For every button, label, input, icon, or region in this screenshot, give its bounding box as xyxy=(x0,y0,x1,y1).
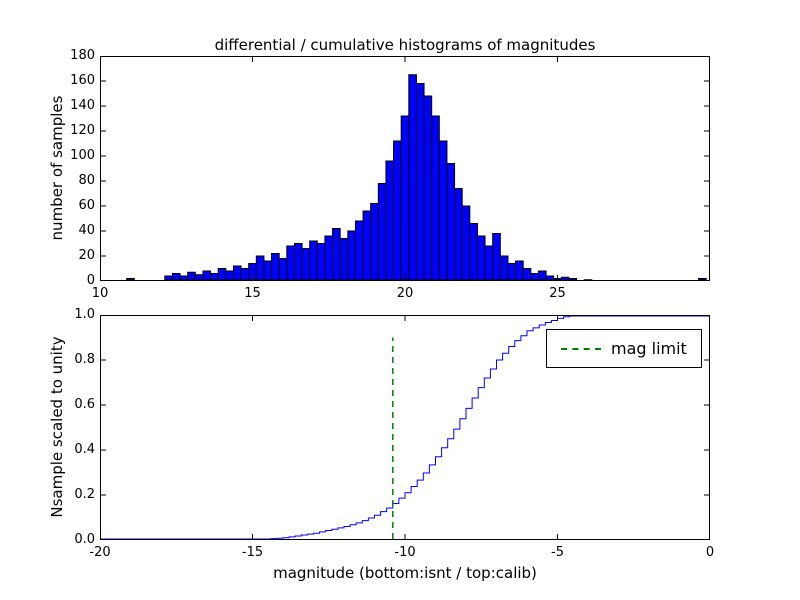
histogram-bar xyxy=(393,140,402,281)
histogram-bar xyxy=(423,95,433,281)
histogram-bar xyxy=(408,74,417,281)
x-tick-label: 15 xyxy=(244,286,261,301)
histogram-bar xyxy=(362,210,372,281)
histogram-bar xyxy=(179,275,189,281)
cumulative-step-line xyxy=(100,315,710,540)
histogram-bar xyxy=(492,233,501,281)
histogram-bar xyxy=(194,274,204,281)
y-tick-label: 180 xyxy=(70,48,95,63)
histogram-bar xyxy=(560,276,570,281)
histogram-bar xyxy=(530,273,539,281)
histogram-bar xyxy=(415,83,425,281)
histogram-bar xyxy=(454,188,463,281)
histogram-bar xyxy=(469,223,478,281)
histogram-bar xyxy=(278,258,288,281)
histogram-bar xyxy=(507,263,517,281)
histogram-bar xyxy=(385,160,395,281)
y-tick-label: 0.2 xyxy=(74,487,95,502)
axes-frame xyxy=(100,315,710,540)
x-tick-label: 25 xyxy=(549,286,566,301)
histogram-bar xyxy=(301,248,311,281)
y-tick-label: 20 xyxy=(78,248,95,263)
dashed-line-sample-icon xyxy=(561,347,601,350)
histogram-bar xyxy=(484,245,494,281)
histogram-bar xyxy=(232,265,242,281)
y-tick-label: 0.0 xyxy=(74,532,95,547)
y-tick-label: 0.8 xyxy=(74,352,95,367)
histogram-bar xyxy=(316,243,326,281)
x-tick-label: 10 xyxy=(91,286,109,301)
histogram-bar xyxy=(499,255,509,281)
histogram-bar xyxy=(332,228,341,281)
x-axis-label: magnitude (bottom:isnt / top:calib) xyxy=(273,564,537,582)
histogram-bar xyxy=(164,275,173,281)
legend: mag limit xyxy=(546,329,702,368)
x-tick-label: -10 xyxy=(394,545,416,560)
histogram-bar xyxy=(400,115,410,281)
histogram-bar xyxy=(255,255,265,281)
histogram-bar xyxy=(309,240,318,281)
y-tick-label: 1.0 xyxy=(74,307,95,322)
histogram-bar xyxy=(347,230,356,281)
y-tick-label: 140 xyxy=(70,98,95,113)
histogram-bar xyxy=(446,163,456,281)
histogram-bar xyxy=(476,235,486,281)
top-ylabel: number of samples xyxy=(48,95,66,241)
histogram-bar xyxy=(698,278,707,281)
histogram-bar xyxy=(126,278,135,281)
y-tick-label: 0.6 xyxy=(74,397,95,412)
y-tick-label: 80 xyxy=(78,173,95,188)
axes-frame xyxy=(100,56,710,281)
histogram-bar xyxy=(217,268,227,281)
histogram-bar xyxy=(438,140,448,281)
x-tick-label: -20 xyxy=(89,545,111,560)
histogram-bar xyxy=(431,115,440,281)
histogram-bar xyxy=(263,260,273,281)
histogram-bar xyxy=(210,273,219,281)
histogram-bar xyxy=(522,268,532,281)
histogram-bar xyxy=(537,270,547,281)
histogram-bar xyxy=(286,245,295,281)
histogram-bar xyxy=(568,278,578,281)
histogram-bar xyxy=(187,271,196,281)
y-tick-label: 0.4 xyxy=(74,442,95,457)
histogram-bar xyxy=(515,260,524,281)
y-tick-label: 120 xyxy=(70,123,95,138)
histogram-bar xyxy=(293,243,303,281)
histogram-bar xyxy=(354,220,364,281)
histogram-bar xyxy=(461,205,471,281)
histogram-bar xyxy=(202,270,212,281)
y-tick-label: 60 xyxy=(78,198,95,213)
x-tick-label: -15 xyxy=(241,545,264,560)
histogram-bar xyxy=(171,273,181,281)
histogram-bar xyxy=(225,270,234,281)
legend-label: mag limit xyxy=(611,339,687,358)
x-tick-label: 0 xyxy=(705,545,715,560)
y-tick-label: 160 xyxy=(70,73,95,88)
histogram-bar xyxy=(370,203,379,281)
y-tick-label: 0 xyxy=(86,273,95,288)
y-tick-label: 100 xyxy=(70,148,95,163)
cumulative-plot xyxy=(100,315,710,540)
x-tick-label: -5 xyxy=(551,545,564,560)
histogram-plot xyxy=(100,56,710,281)
histogram-bar xyxy=(271,253,280,281)
chart-title: differential / cumulative histograms of … xyxy=(214,36,596,54)
histogram-bar xyxy=(324,235,334,281)
y-tick-label: 40 xyxy=(78,223,95,238)
histogram-bar xyxy=(377,183,387,281)
x-tick-label: 20 xyxy=(396,286,414,301)
histogram-bar xyxy=(545,275,555,281)
histogram-bar xyxy=(339,238,349,281)
histogram-bar xyxy=(240,268,250,281)
